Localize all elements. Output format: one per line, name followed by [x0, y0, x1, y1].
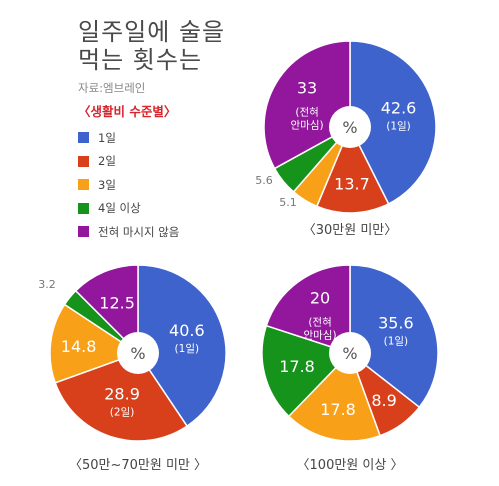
legend-swatch — [78, 202, 89, 214]
pie-sub-label: (1일) — [175, 342, 200, 355]
pie-chart-3: % 35.6 (1일) 8.9 17.8 17.8 20 (전혀 안마심) 〈100만원 이상 〉 — [261, 264, 439, 473]
pie-chart-1: % 42.6 (1일) 13.7 5.1 5.6 33 (전혀 안마심) 〈30만원 미만〉 — [255, 40, 437, 238]
pie-value-label: 17.8 — [320, 400, 356, 419]
title-line-1: 일주일에 술을 — [78, 18, 226, 46]
pie-slice — [349, 264, 439, 409]
pie-caption: 〈50만~70만원 미만 〉 — [69, 458, 207, 473]
pie-slice — [74, 264, 139, 355]
pie-value-label: 28.9 — [104, 384, 140, 403]
pie-sub-label: (1일) — [384, 335, 409, 348]
pie-sub-label: (2일) — [110, 405, 135, 418]
legend-swatch — [78, 132, 89, 144]
pie-slice — [54, 352, 189, 442]
pie-hole — [117, 332, 159, 374]
pie-slice — [265, 264, 351, 355]
pie-caption: 〈100만원 이상 〉 — [297, 458, 404, 473]
pie-value-label: 13.7 — [334, 175, 370, 194]
legend-item: 4일 이상 — [78, 197, 179, 221]
pie-sub-label-line: 안마심) — [303, 330, 336, 342]
pie-value-label: 14.8 — [61, 337, 97, 356]
pie-value-label: 5.6 — [255, 174, 273, 187]
pie-value-label: 42.6 — [381, 99, 417, 118]
legend-swatch — [78, 179, 89, 191]
legend-swatch — [78, 155, 89, 167]
pie-center-label: % — [130, 344, 145, 363]
pie-value-label: 35.6 — [378, 314, 414, 333]
pie-hole — [329, 332, 371, 374]
legend-item: 전혀 마시지 않음 — [78, 220, 179, 244]
legend-item: 2일 — [78, 150, 179, 174]
pie-value-label: 17.8 — [279, 357, 315, 376]
legend-label: 전혀 마시지 않음 — [98, 224, 180, 239]
pie-chart-2: % 40.6 (1일) 28.9 (2일) 14.8 3.2 12.5 〈50만~70만원 미만… — [38, 264, 227, 473]
pie-slice — [137, 264, 227, 428]
pie-value-label: 5.1 — [279, 196, 297, 209]
legend-label: 4일 이상 — [98, 201, 141, 216]
legend-label: 2일 — [98, 154, 116, 169]
legend-label: 1일 — [98, 130, 116, 145]
pie-sub-label: (1일) — [386, 120, 411, 133]
pie-slice — [315, 125, 390, 214]
pie-hole — [329, 106, 371, 148]
pie-sub-label-line: (전혀 — [308, 317, 331, 329]
pie-sub-label: (전혀 안마심) — [291, 107, 324, 132]
pie-center-label: % — [342, 344, 357, 363]
pie-slice — [261, 324, 352, 418]
pie-slice — [49, 303, 140, 384]
pie-caption: 〈30만원 미만〉 — [303, 223, 398, 238]
pie-value-label: 33 — [297, 79, 317, 98]
legend-item: 3일 — [78, 173, 179, 197]
pie-slice — [263, 40, 351, 170]
pie-slice — [349, 40, 437, 205]
source-text: 자료:엠브레인 — [78, 81, 146, 95]
legend: 1일 2일 3일 4일 이상 전혀 마시지 않음 — [78, 126, 179, 244]
pie-value-label: 3.2 — [38, 278, 56, 291]
legend-swatch — [78, 226, 89, 238]
pie-value-label: 8.9 — [371, 391, 396, 410]
pie-sub-label-line: (전혀 — [295, 107, 318, 119]
title-line-2: 먹는 횟수는 — [78, 46, 203, 74]
pie-center-label: % — [342, 118, 357, 137]
pie-value-label: 12.5 — [99, 294, 135, 313]
pie-value-label: 20 — [310, 289, 330, 308]
pie-slice — [287, 351, 382, 442]
legend-item: 1일 — [78, 126, 179, 150]
pie-value-label: 40.6 — [169, 321, 205, 340]
legend-label: 3일 — [98, 177, 116, 192]
subtitle: 〈생활비 수준별〉 — [78, 104, 177, 119]
pie-sub-label-line: 안마심) — [291, 120, 324, 132]
pie-sub-label: (전혀 안마심) — [303, 317, 336, 342]
